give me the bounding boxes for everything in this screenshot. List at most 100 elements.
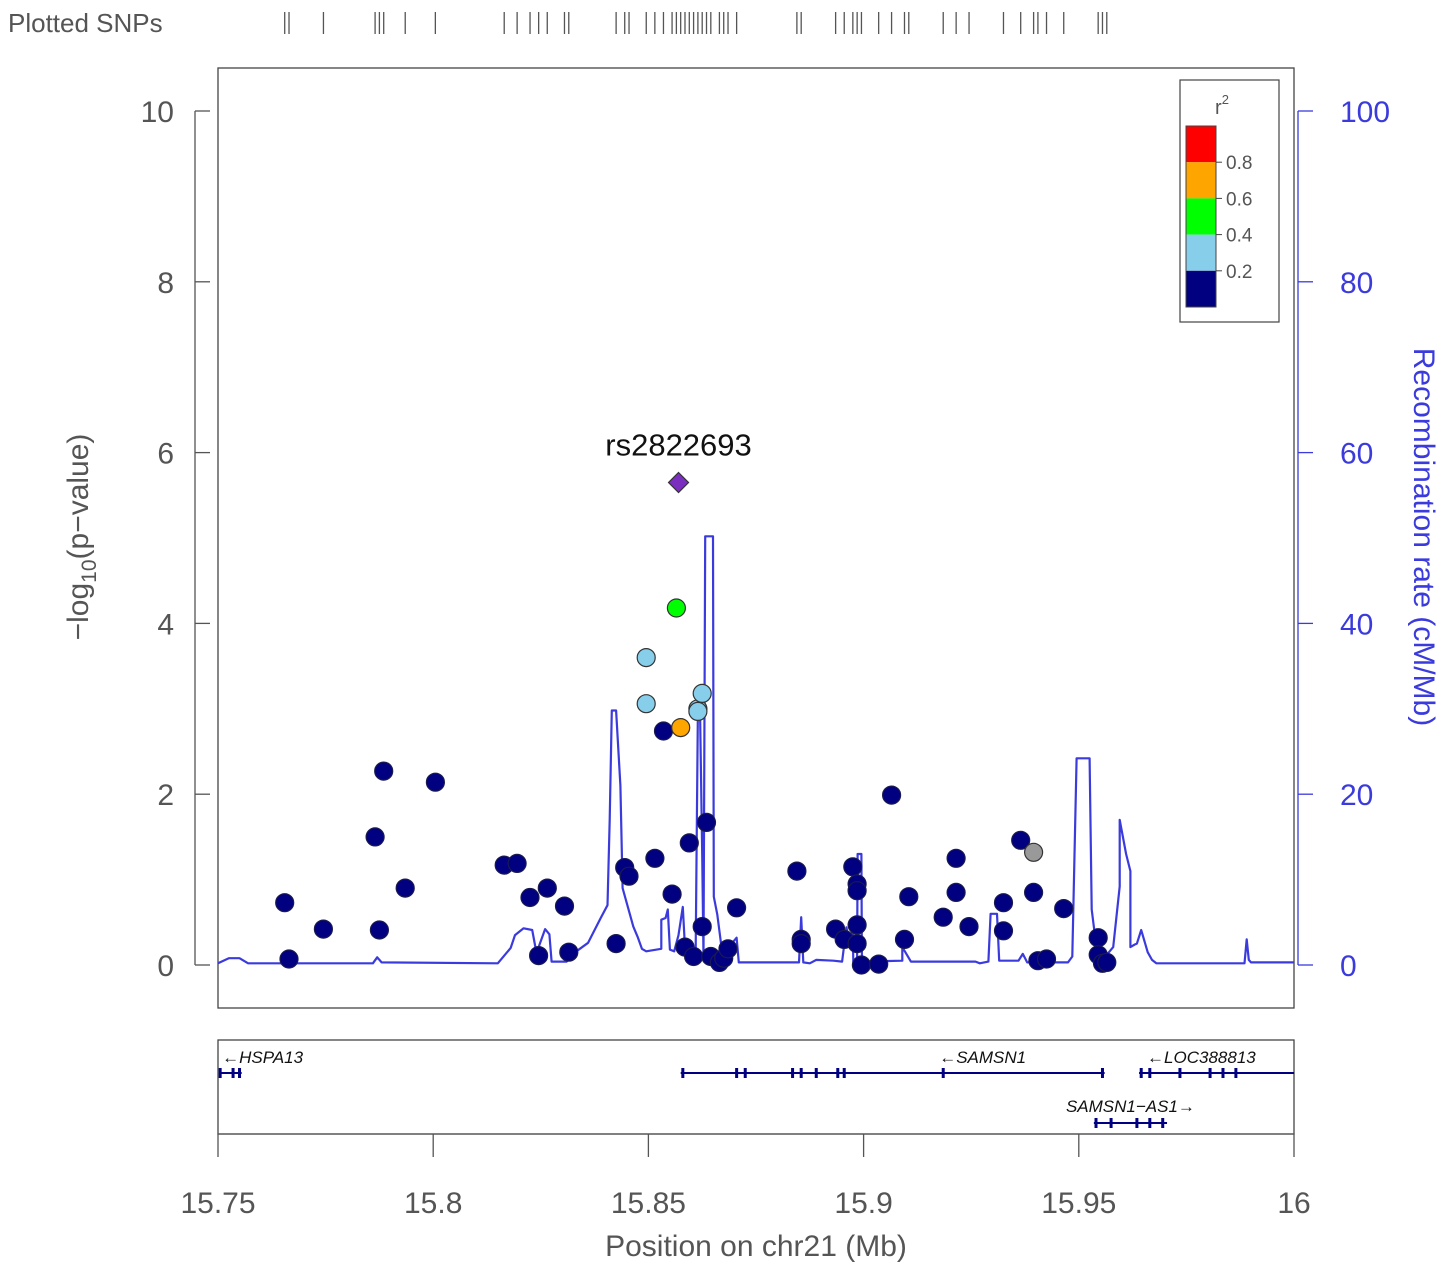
gene-exon <box>218 1068 222 1078</box>
snp-point <box>692 683 712 704</box>
y-axis-left-tick-label: 0 <box>157 950 174 983</box>
gene-exon <box>1161 1118 1165 1128</box>
snp-point <box>537 878 557 898</box>
snp-point <box>666 598 687 618</box>
y-axis-left: 0 2 4 6 8 10 <box>141 96 210 983</box>
snp-point <box>554 896 575 916</box>
snp-point <box>619 866 639 886</box>
gene-exon <box>231 1068 235 1078</box>
y-axis-right-label: Recombination rate (cM/Mb) <box>1407 348 1440 726</box>
gene-exon <box>1139 1068 1143 1078</box>
snp-point <box>894 929 915 950</box>
snp-point <box>528 945 549 966</box>
snp-point <box>946 882 966 903</box>
snp-point <box>692 916 712 937</box>
snp-point <box>869 954 889 974</box>
snp-point <box>671 717 691 738</box>
snp-point <box>726 898 747 918</box>
gene-exon <box>1148 1068 1152 1078</box>
snp-point <box>847 881 867 901</box>
legend-tick-label: 0.2 <box>1226 262 1252 283</box>
snp-point <box>993 921 1014 941</box>
legend-tick-label: 0.8 <box>1226 153 1252 174</box>
gene-exon <box>1109 1118 1113 1128</box>
snp-point <box>843 857 863 877</box>
snp-point <box>1054 898 1074 919</box>
snp-point <box>1023 882 1044 903</box>
snp-point <box>688 701 708 722</box>
recombination-rate-line <box>217 535 1294 965</box>
snp-point <box>1088 928 1108 948</box>
y-axis-right-tick-label: 80 <box>1340 267 1373 300</box>
gene-exon <box>1234 1068 1238 1078</box>
y-axis-right-tick-label: 60 <box>1340 438 1373 471</box>
snp-point <box>847 933 867 954</box>
gene-exon <box>1148 1118 1152 1128</box>
y-axis-right-tick-label: 40 <box>1340 608 1373 641</box>
snp-point <box>1023 842 1044 862</box>
snp-point <box>946 848 966 868</box>
snp-point <box>1011 830 1031 850</box>
snp-point <box>425 772 445 792</box>
gene-exon <box>814 1068 818 1078</box>
snp-point <box>636 694 656 714</box>
snp-point <box>851 955 872 975</box>
lead-snp-layer: rs2822693 <box>605 427 752 494</box>
plotted-snps-rug <box>284 12 1108 34</box>
legend-bin <box>1186 270 1216 307</box>
x-axis: 15.75 15.8 15.85 15.9 15.95 16 <box>180 1133 1311 1220</box>
x-axis-tick-label: 15.8 <box>404 1187 462 1220</box>
snp-point <box>696 812 717 833</box>
y-axis-left-label: −log10(p−value) <box>62 434 101 641</box>
gene-exon <box>1094 1118 1098 1128</box>
legend-bin <box>1186 162 1216 199</box>
snp-point <box>395 878 415 898</box>
legend-bin-frame <box>1185 125 1217 308</box>
legend-bin <box>1186 198 1216 235</box>
snp-point <box>606 933 626 954</box>
lead-snp-label: rs2822693 <box>605 427 752 462</box>
snp-point <box>559 942 579 962</box>
gene-label-hspa13: ←HSPA13 <box>222 1048 303 1067</box>
snp-point <box>899 887 919 907</box>
gene-exon <box>1221 1068 1225 1078</box>
snp-point <box>847 915 867 935</box>
gene-label-samsn1-as1: SAMSN1−AS1→ <box>1066 1097 1195 1116</box>
snp-point <box>369 920 389 940</box>
x-axis-tick-label: 15.95 <box>1041 1187 1116 1220</box>
legend-title: r2 <box>1215 92 1229 119</box>
snp-point <box>791 933 811 954</box>
snp-point <box>636 647 656 668</box>
gene-exon <box>791 1068 795 1078</box>
snp-point <box>679 833 699 853</box>
gene-exon <box>743 1068 747 1078</box>
x-axis-tick-label: 15.9 <box>834 1187 892 1220</box>
gene-track: ←HSPA13 ←SAMSN1 ←LOC388813 SAMSN1−AS1→ <box>218 1048 1294 1128</box>
snp-point <box>787 861 807 881</box>
gene-exon <box>1208 1068 1212 1078</box>
gene-panel <box>217 1039 1295 1135</box>
legend-tick-label: 0.6 <box>1226 189 1252 210</box>
lead-snp-marker <box>667 471 690 494</box>
snp-point <box>718 939 738 959</box>
snp-point <box>365 827 385 847</box>
y-axis-right: 0 20 40 60 80 100 <box>1297 96 1390 983</box>
gene-exon <box>238 1068 242 1078</box>
snp-point <box>313 919 333 939</box>
y-axis-left-tick-label: 2 <box>157 779 174 812</box>
y-axis-left-tick-label: 8 <box>157 267 174 300</box>
snp-point <box>507 853 527 874</box>
gene-exon <box>1135 1118 1139 1128</box>
snp-point <box>279 949 299 969</box>
gene-exon <box>1100 1068 1104 1078</box>
x-axis-tick-label: 15.85 <box>611 1187 686 1220</box>
legend-color-bins: 0.8 0.6 0.4 0.2 <box>1185 125 1253 308</box>
snp-point <box>645 848 665 868</box>
y-axis-left-tick-label: 4 <box>157 608 174 641</box>
y-axis-right-tick-label: 0 <box>1340 950 1357 983</box>
snp-point <box>520 887 540 908</box>
r2-legend: r2 0.8 0.6 0.4 0.2 <box>1179 79 1280 323</box>
y-axis-right-tick-label: 20 <box>1340 779 1373 812</box>
snp-point <box>1097 952 1117 973</box>
